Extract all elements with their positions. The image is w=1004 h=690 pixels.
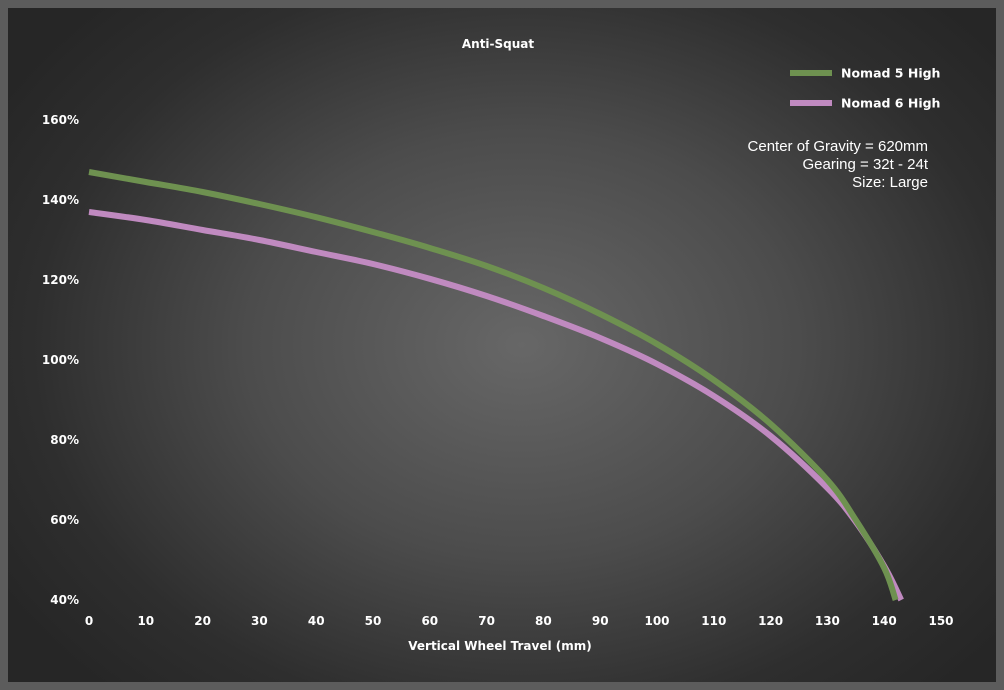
x-tick-label: 130 — [815, 614, 840, 628]
x-tick-label: 90 — [592, 614, 609, 628]
x-tick-label: 80 — [535, 614, 552, 628]
x-tick-label: 110 — [701, 614, 726, 628]
x-axis-label: Vertical Wheel Travel (mm) — [408, 639, 592, 653]
series-line-nomad-6-high — [88, 209, 904, 602]
x-tick-label: 100 — [644, 614, 669, 628]
legend: Nomad 5 High Nomad 6 High — [790, 66, 940, 111]
x-tick-label: 150 — [928, 614, 953, 628]
x-tick-label: 120 — [758, 614, 783, 628]
x-tick-label: 140 — [872, 614, 897, 628]
x-tick-label: 40 — [308, 614, 325, 628]
annotation-line: Center of Gravity = 620mm — [748, 138, 928, 155]
y-axis-ticks: 40% 60% 80% 100% 120% 140% 160% — [42, 113, 79, 607]
y-tick-label: 140% — [42, 193, 79, 207]
x-tick-label: 30 — [251, 614, 268, 628]
series-lines — [88, 169, 904, 602]
annotation-line: Gearing = 32t - 24t — [803, 156, 929, 173]
series-line-nomad-5-high — [88, 169, 899, 602]
annotation-line: Size: Large — [852, 174, 928, 191]
x-axis-ticks: 0 10 20 30 40 50 60 70 80 90 100 110 120 130 140 150 — [85, 614, 954, 628]
y-tick-label: 60% — [50, 513, 79, 527]
x-tick-label: 0 — [85, 614, 93, 628]
plot-area — [8, 8, 996, 682]
y-tick-label: 40% — [50, 593, 79, 607]
legend-label: Nomad 5 High — [841, 66, 940, 81]
y-tick-label: 80% — [50, 433, 79, 447]
chart-title: Anti-Squat — [462, 37, 535, 51]
y-tick-label: 120% — [42, 273, 79, 287]
x-tick-label: 70 — [478, 614, 495, 628]
legend-label: Nomad 6 High — [841, 96, 940, 111]
x-tick-label: 20 — [194, 614, 211, 628]
y-tick-label: 160% — [42, 113, 79, 127]
x-tick-label: 60 — [421, 614, 438, 628]
x-tick-label: 50 — [365, 614, 382, 628]
y-tick-label: 100% — [42, 353, 79, 367]
x-tick-label: 10 — [137, 614, 154, 628]
